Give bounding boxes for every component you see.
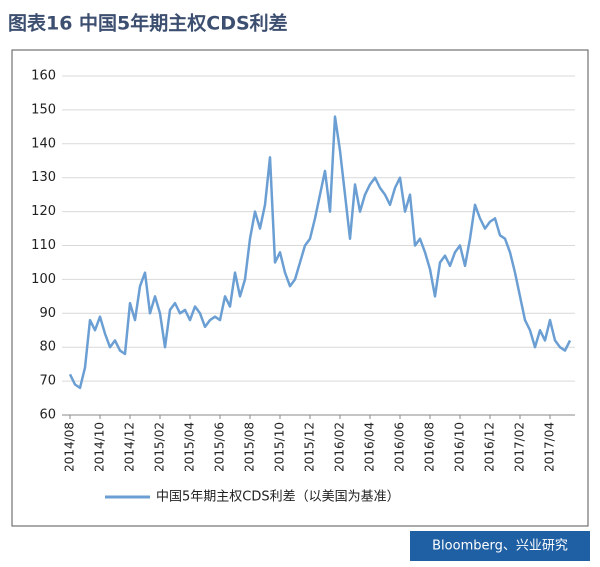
y-tick-label: 70	[39, 374, 56, 389]
y-tick-label: 100	[31, 272, 56, 287]
y-tick-label: 160	[31, 69, 56, 84]
y-tick-label: 60	[39, 408, 56, 423]
x-tick-label: 2015/02	[153, 422, 167, 472]
x-tick-label: 2015/12	[303, 422, 317, 472]
source-box	[410, 531, 590, 561]
x-tick-label: 2017/04	[543, 422, 557, 472]
y-tick-label: 90	[39, 306, 56, 321]
y-tick-label: 120	[31, 204, 56, 219]
source: Bloomberg、兴业研究	[432, 539, 568, 554]
x-tick-label: 2015/06	[213, 422, 227, 472]
x-tick-label: 2015/08	[243, 422, 257, 472]
x-tick-label: 2017/02	[513, 422, 527, 472]
x-tick-label: 2016/10	[453, 422, 467, 472]
x-tick-label: 2016/08	[423, 422, 437, 472]
y-tick-label: 140	[31, 136, 56, 151]
y-tick-label: 150	[31, 102, 56, 117]
x-tick-label: 2016/04	[363, 422, 377, 472]
x-tick-label: 2016/12	[483, 422, 497, 472]
x-tick-label: 2016/06	[393, 422, 407, 472]
legend-label: 中国5年期主权CDS利差（以美国为基准）	[156, 489, 400, 505]
frame	[11, 49, 589, 527]
x-tick-label: 2016/02	[333, 422, 347, 472]
x-tick-label: 2015/04	[183, 422, 197, 472]
series-line	[68, 115, 572, 390]
y-tick-label: 130	[31, 170, 56, 185]
y-tick-label: 80	[39, 340, 56, 355]
y-tick-label: 110	[31, 238, 56, 253]
chart-title: 图表16 中国5年期主权CDS利差	[8, 12, 288, 35]
x-tick-label: 2015/10	[273, 422, 287, 472]
x-tick-label: 2014/10	[93, 422, 107, 472]
x-tick-label: 2014/08	[63, 422, 77, 472]
x-tick-label: 2014/12	[123, 422, 137, 472]
